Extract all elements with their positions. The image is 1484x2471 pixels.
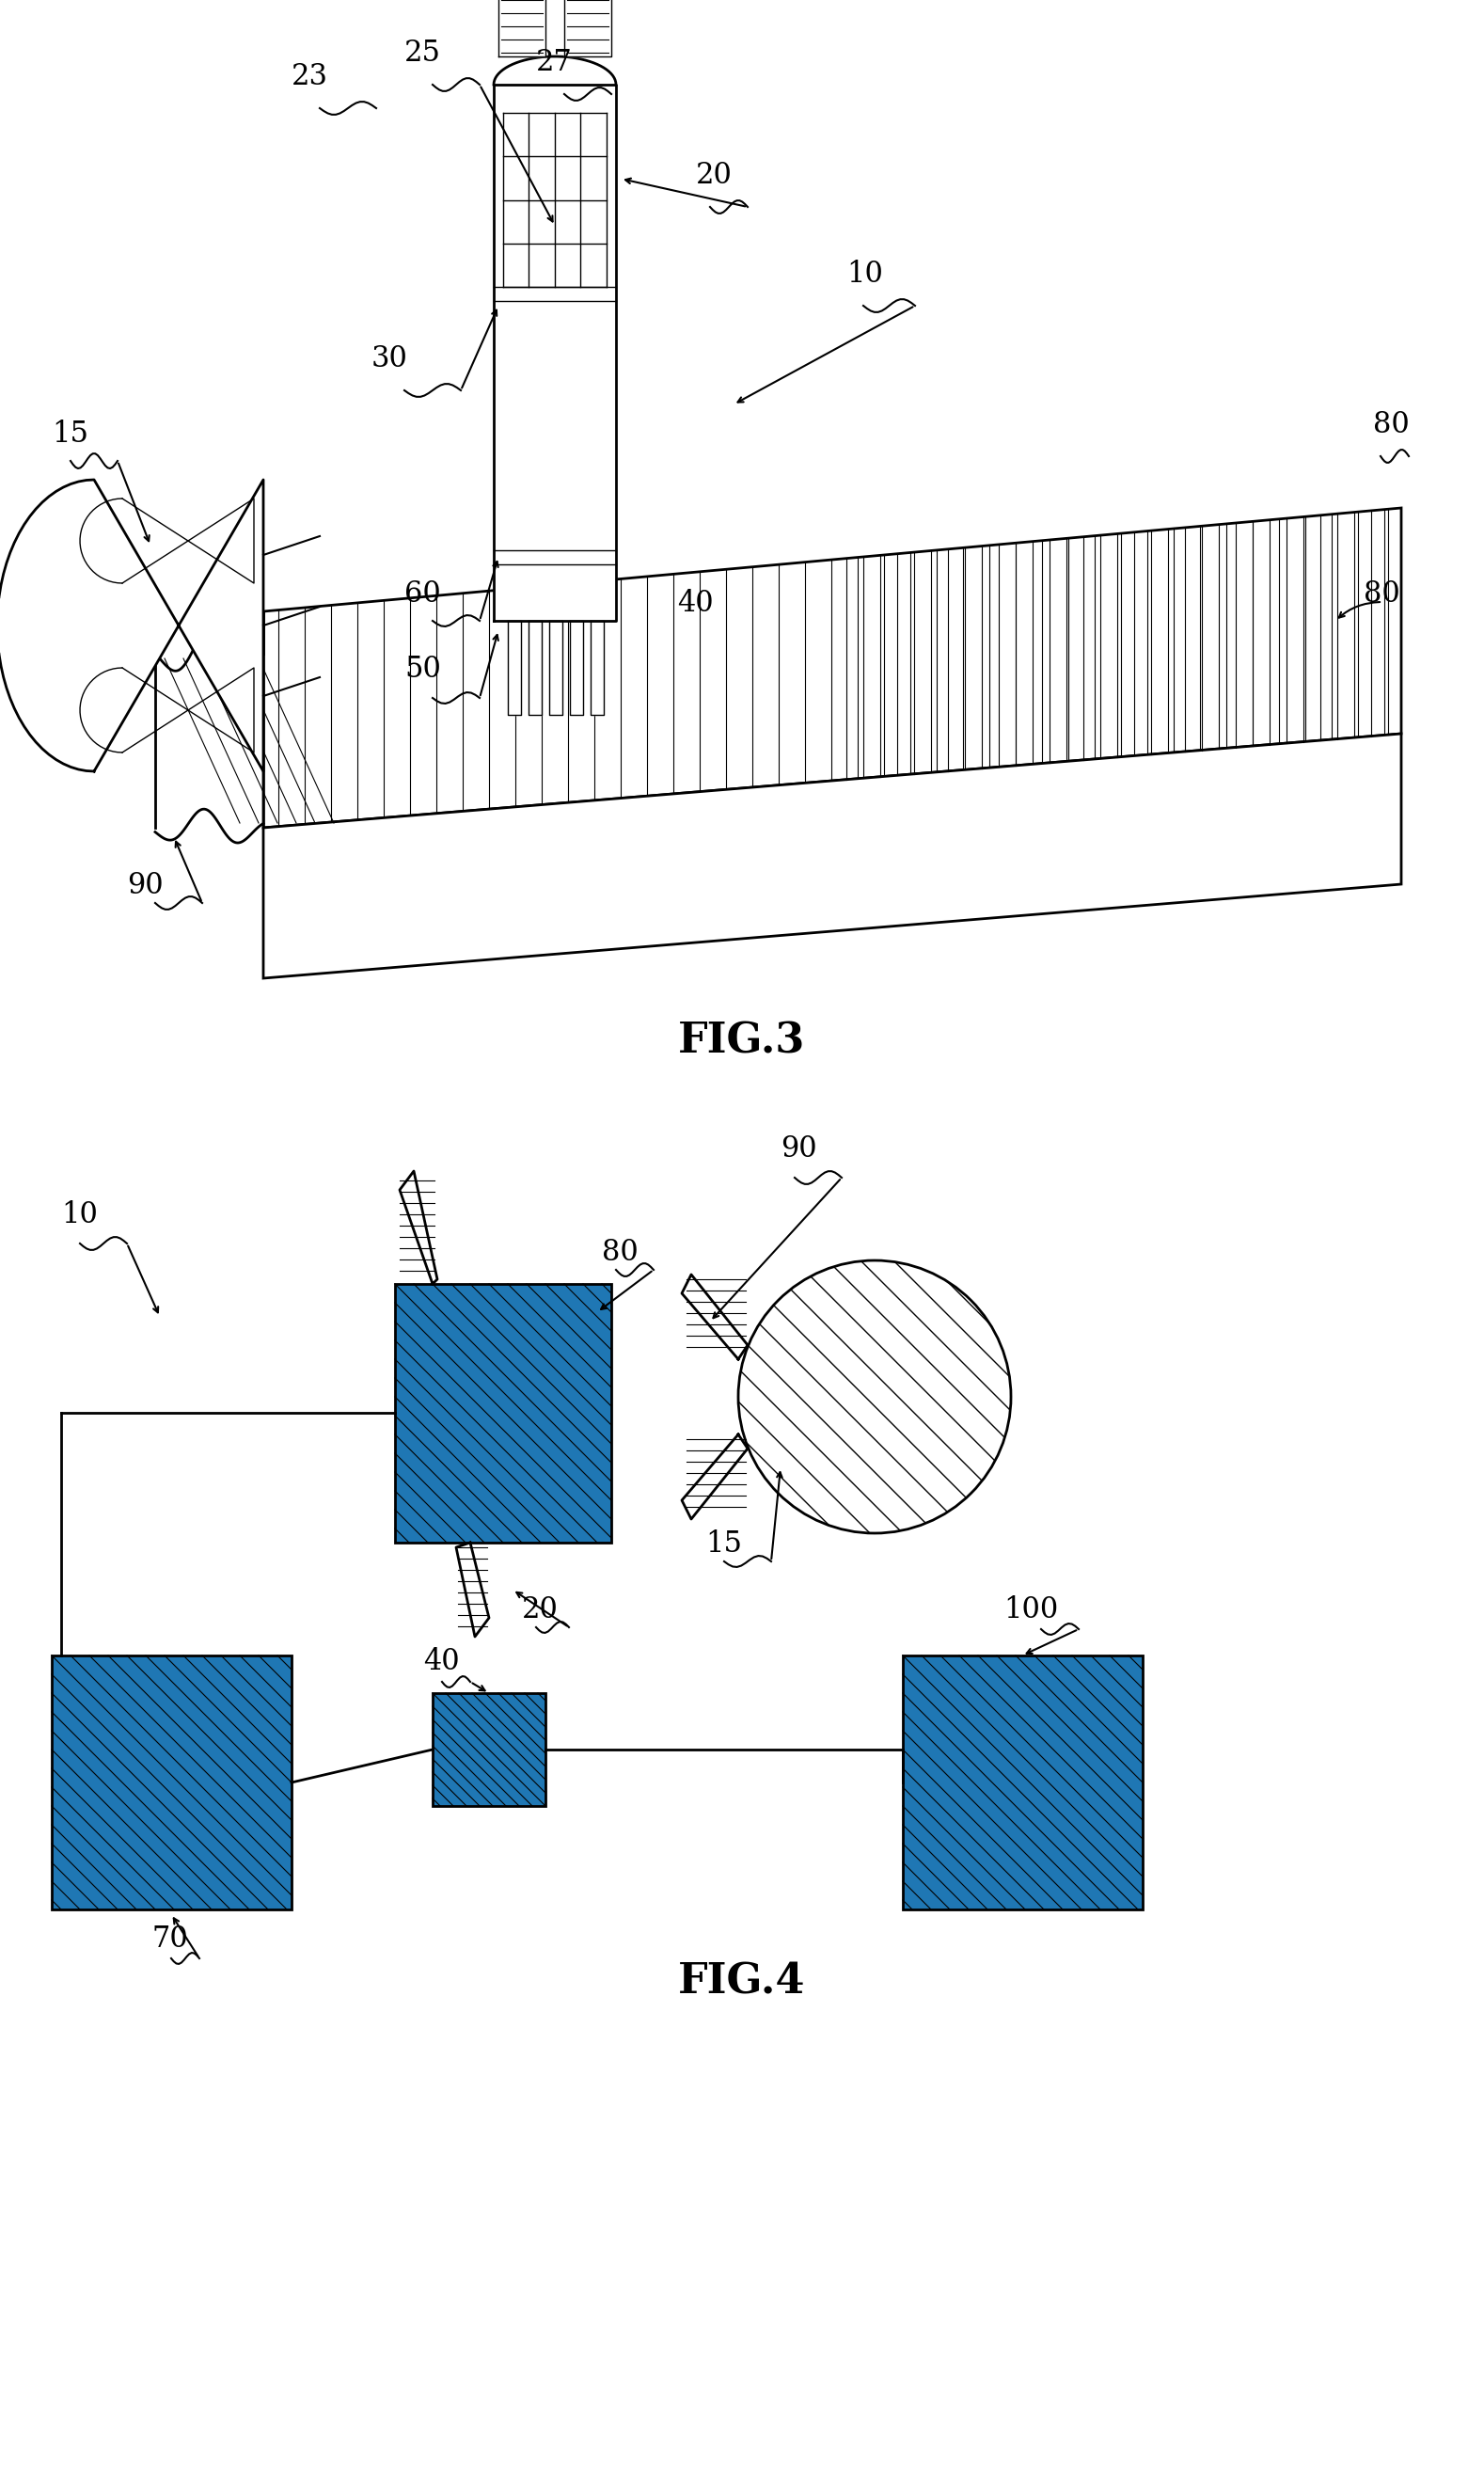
Text: 23: 23 [291,62,328,91]
Polygon shape [591,620,604,714]
Bar [52,1656,291,1910]
Text: 90: 90 [128,870,163,899]
Polygon shape [263,734,1401,979]
Text: 15: 15 [52,420,89,450]
Text: FIG.3: FIG.3 [678,1021,806,1063]
Text: 10: 10 [846,259,883,289]
Polygon shape [564,0,611,57]
Text: FIG.4: FIG.4 [678,1962,806,2002]
Text: 90: 90 [781,1134,816,1164]
Polygon shape [399,1171,438,1285]
Text: 20: 20 [696,161,733,190]
Polygon shape [0,479,263,771]
Text: 80: 80 [603,1238,638,1268]
Text: 50: 50 [404,655,441,684]
Polygon shape [508,620,521,714]
Text: 70: 70 [153,1925,188,1955]
Text: 27: 27 [536,47,573,77]
Polygon shape [494,84,616,620]
Bar [433,1693,546,1806]
Polygon shape [681,1436,748,1520]
Polygon shape [499,0,546,57]
Text: 25: 25 [404,40,441,67]
Text: 15: 15 [705,1530,742,1559]
Polygon shape [456,1542,490,1636]
Polygon shape [263,509,1401,828]
Polygon shape [528,620,542,714]
Bar [433,1693,546,1806]
Polygon shape [681,1275,748,1359]
Text: 80: 80 [1373,410,1410,440]
Text: 80: 80 [1364,578,1399,608]
Polygon shape [494,57,616,84]
Text: 30: 30 [371,343,408,373]
Polygon shape [570,620,583,714]
Bar [395,1285,611,1542]
Polygon shape [549,620,562,714]
Bar [902,1656,1143,1910]
Text: 100: 100 [1003,1596,1058,1623]
Text: 20: 20 [522,1596,558,1623]
Bar [902,1656,1143,1910]
Text: 40: 40 [423,1648,460,1675]
Text: 40: 40 [677,588,714,618]
Text: 60: 60 [404,578,441,608]
Bar [52,1656,291,1910]
Bar [395,1285,611,1542]
Text: 10: 10 [61,1201,98,1231]
